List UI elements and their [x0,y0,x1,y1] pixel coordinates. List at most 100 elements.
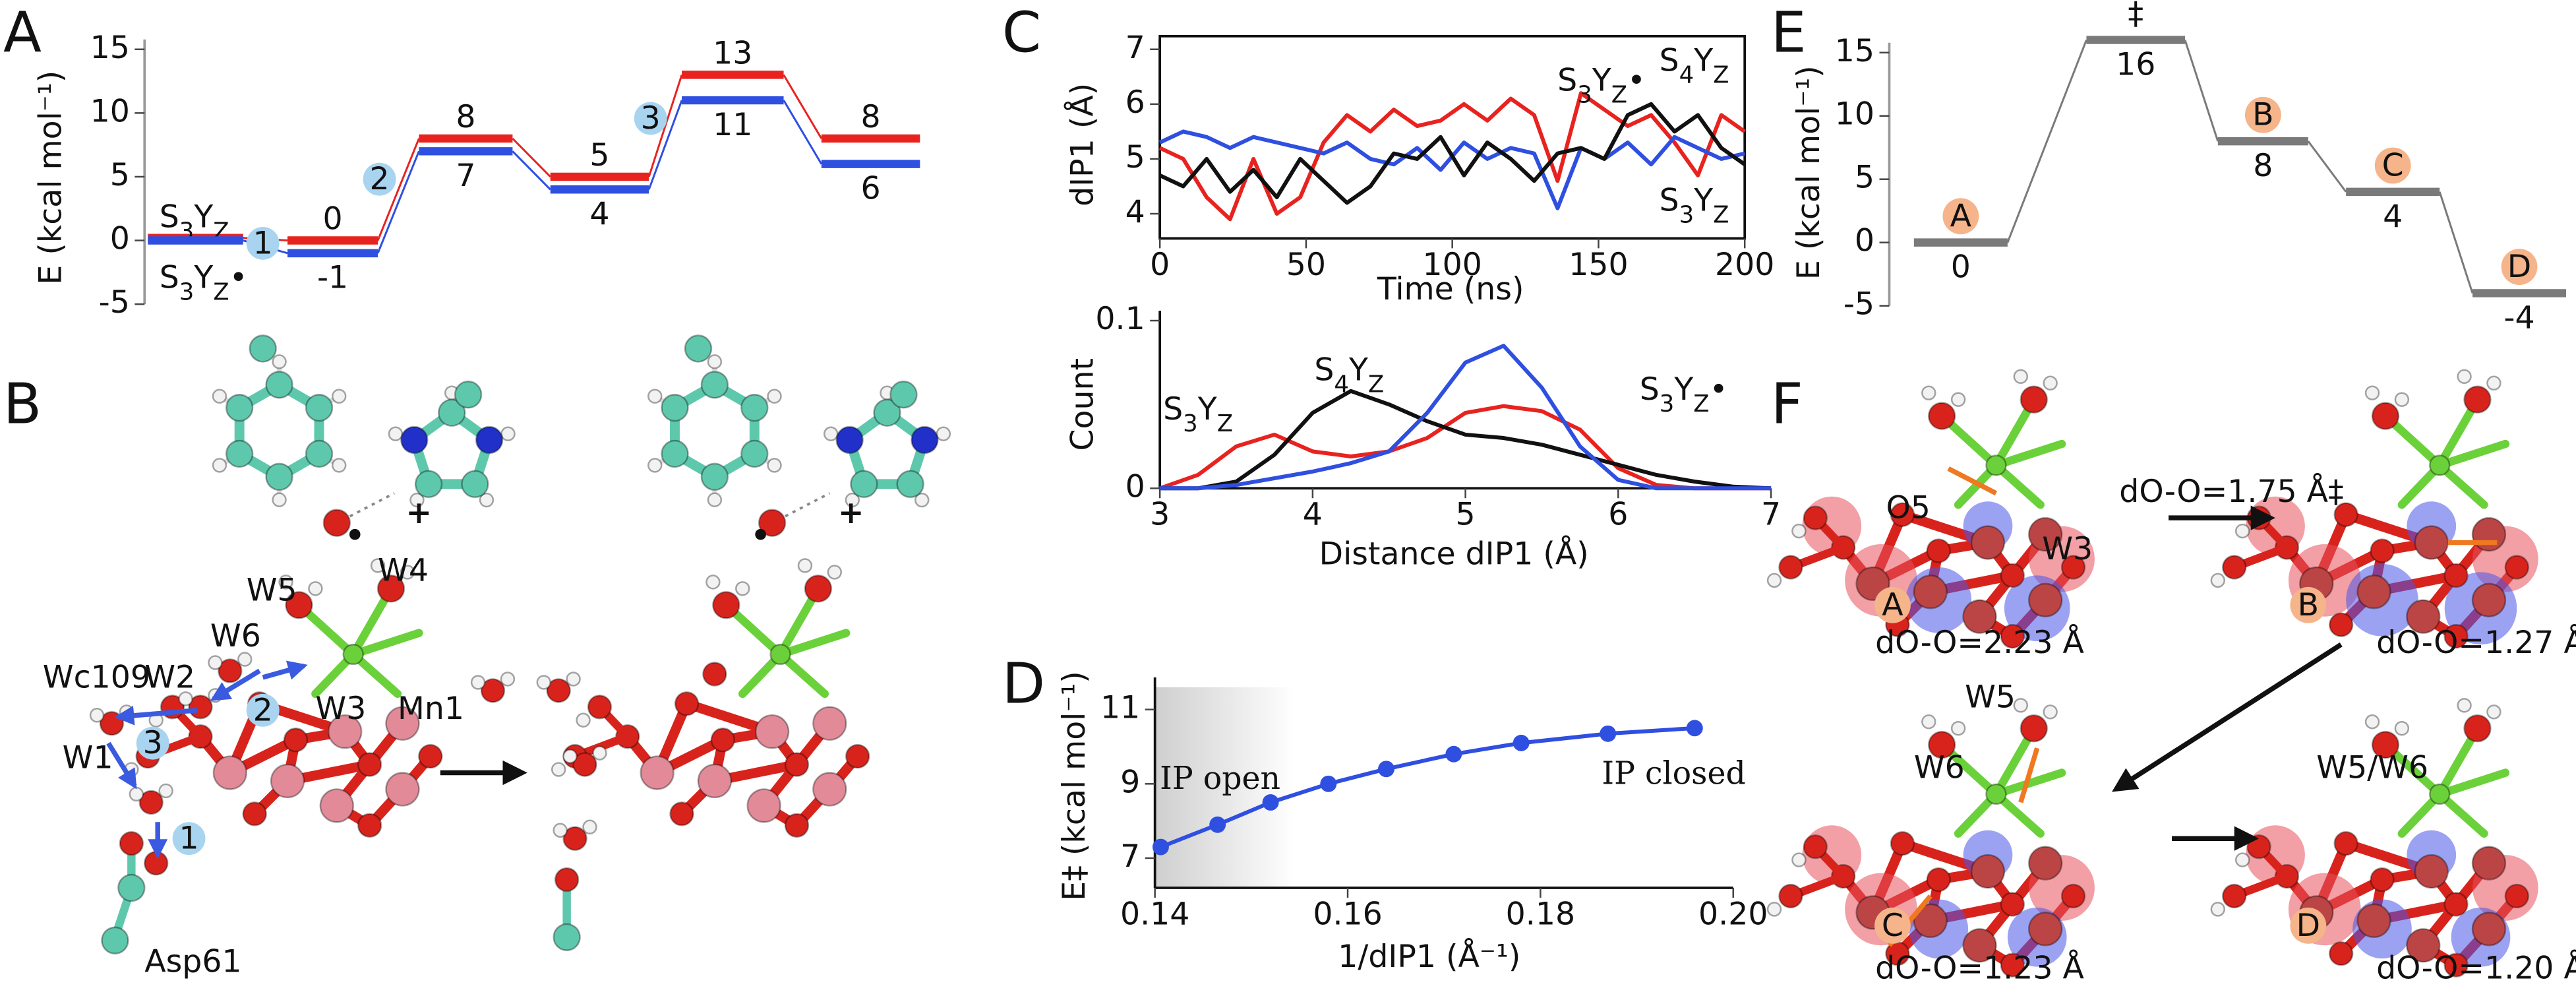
atom [1985,454,2007,476]
atom [332,389,347,404]
step-marker [246,693,280,727]
connector [376,138,420,241]
atom [767,389,782,404]
atom [212,755,248,790]
atom [322,509,351,537]
atom [2414,525,2449,560]
atom [2222,555,2247,580]
step-label: 2 [253,692,273,728]
point [1513,734,1530,751]
atom [554,867,580,892]
atom [562,826,587,851]
shaded-region [1154,687,1295,888]
atom [2043,375,2058,390]
atom [2443,952,2469,978]
atom [1778,555,1803,580]
y-tick-label: 7 [1120,838,1140,875]
bond [1992,790,2045,838]
y-tick-label: 0 [110,221,130,257]
atom [414,470,443,499]
value-label: 8 [456,99,475,135]
atom [705,575,721,590]
y-tick-label: 10 [1835,96,1874,133]
y-axis-label: E (kcal mol⁻¹) [33,71,69,285]
atom [319,788,354,823]
atom [582,819,597,834]
atom-label: Wc109 [43,659,150,695]
atom [242,801,267,826]
structure-label: W5 [1965,679,2016,715]
y-tick-label: 15 [1835,33,1874,69]
atom [2328,612,2354,637]
atom [2406,599,2441,634]
atom [2443,892,2469,917]
state-marker [2501,249,2538,285]
annotation: IP open [1160,761,1280,797]
atom [2463,385,2492,414]
proton-path [210,668,261,701]
atom-label: W3 [315,691,366,727]
atom [914,492,930,508]
atom [1970,854,2006,889]
panel-label: C [1002,0,1041,65]
point [1262,794,1279,811]
atom [2486,704,2501,720]
atom [1926,538,1951,563]
atom [1928,402,1956,430]
atom [438,398,466,427]
y-tick-label: 9 [1120,764,1140,800]
y-tick-label: 15 [90,30,130,66]
atom [129,786,144,802]
value-label: -1 [317,260,348,296]
atom [647,458,663,473]
atom [2222,883,2247,909]
atom [2394,720,2410,736]
atom [669,801,694,826]
atom [479,492,494,508]
atom [712,591,740,619]
atom [1970,525,2006,560]
atom [89,708,105,723]
series-line [1158,91,1746,222]
atom [661,439,689,468]
x-tick-label: 5 [1456,497,1476,533]
atom [2471,846,2507,881]
y-tick-label: 0 [1125,468,1145,505]
atom [2328,941,2354,966]
bond [349,629,423,659]
x-tick-label: 6 [1608,497,1628,533]
y-tick-label: 5 [1125,139,1145,175]
bond [2435,461,2488,509]
atom [674,691,700,716]
atom [2333,502,2358,527]
step-label: 1 [179,821,198,857]
atom [804,575,833,603]
atom [684,334,713,363]
structure-label: dO-O=1.27 Å [2376,623,2576,661]
atom-label: Mn1 [398,691,464,727]
atom [1962,599,1997,634]
bond [349,650,402,699]
proton-path [106,741,137,790]
atom [823,426,839,441]
atom [553,823,568,838]
atom [357,752,382,777]
atom [283,727,309,753]
atom-label: W4 [378,552,429,588]
y-tick-label: 0.1 [1095,301,1145,337]
x-tick-label: 200 [1715,247,1774,283]
value-label: 4 [589,196,609,232]
proton-path [262,660,308,680]
point [1600,725,1617,742]
atom [2000,563,2025,588]
atom [2406,928,2441,963]
structure-label: dO-O=1.20 Å [2376,949,2576,987]
atom [1985,783,2007,805]
state-marker [2290,907,2327,944]
atom [385,772,420,807]
category-label: D [2507,249,2531,285]
structure-label: W3 [2042,531,2093,567]
atom [758,509,787,537]
step-marker [634,102,667,135]
